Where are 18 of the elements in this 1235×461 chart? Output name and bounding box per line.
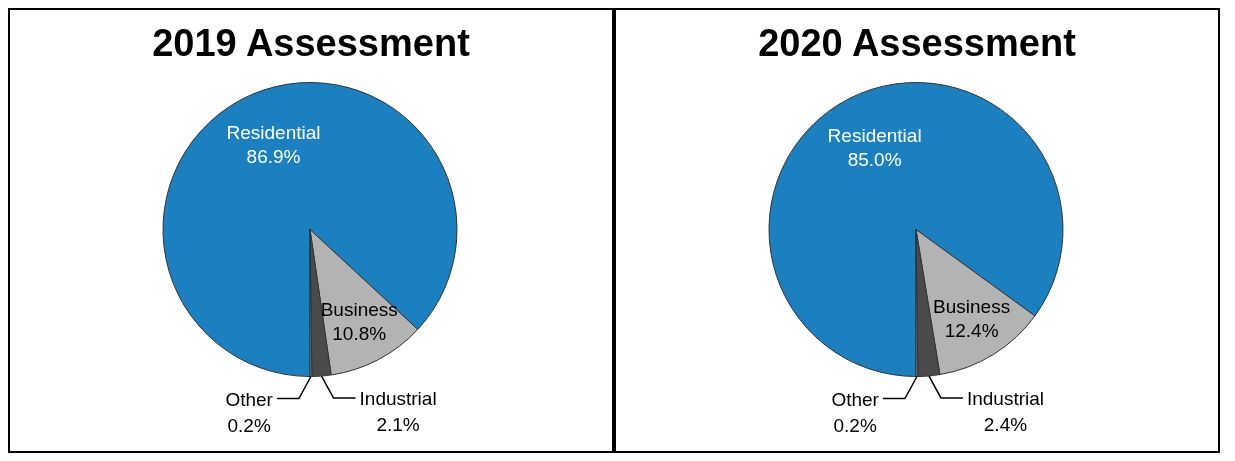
slice-label: Other [225,388,274,410]
slice-label: Business [933,295,1011,317]
chart-title: 2020 Assessment [757,22,1077,66]
data-label: 12.4% [944,319,999,341]
slice-label: Residential [827,124,922,146]
data-label: 0.2% [227,414,271,436]
slice-label: Industrial [966,388,1045,410]
data-label: 10.8% [332,323,387,345]
data-label: 2.4% [983,414,1028,436]
slice-label: Industrial [359,388,437,410]
slice-label: Other [831,388,880,410]
chart-title: 2019 Assessment [151,22,471,66]
slice-label: Business [320,299,398,321]
data-label: 86.9% [246,146,301,168]
data-label: 85.0% [847,148,902,170]
data-label: 2.1% [376,414,420,436]
slice-label: Residential [226,122,321,144]
data-label: 0.2% [833,414,877,436]
